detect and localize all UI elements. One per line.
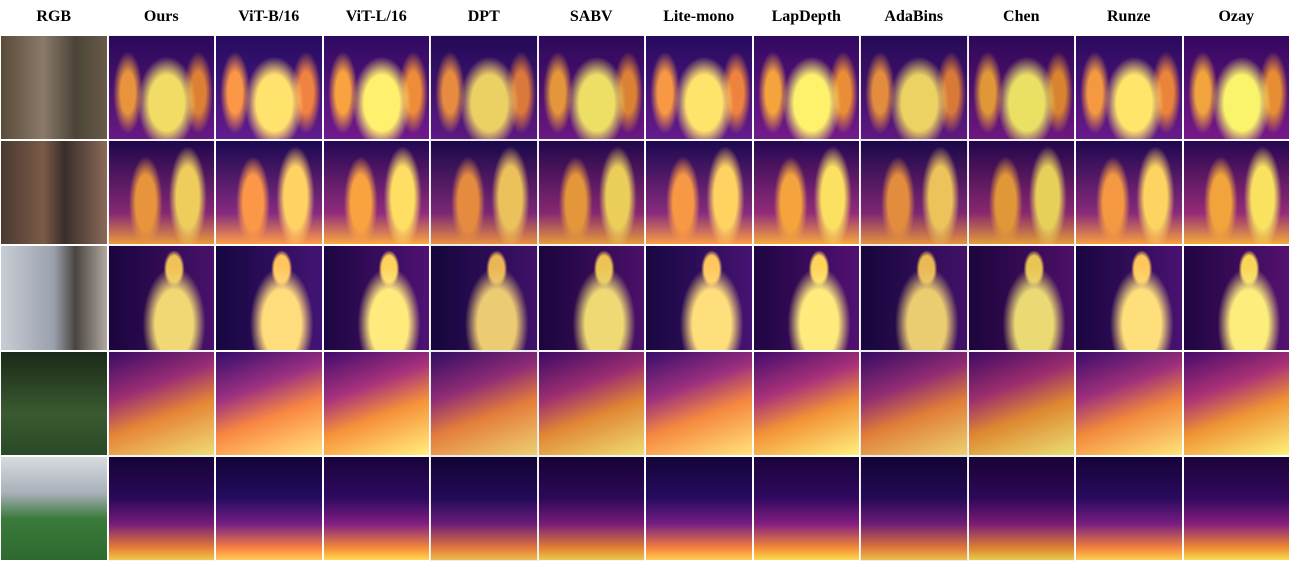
column-header: Ozay [1183,0,1290,34]
depth-map [1075,140,1183,245]
depth-map [323,456,431,561]
depth-map [968,140,1076,245]
depth-map [323,245,431,350]
column-header: LapDepth [753,0,861,34]
depth-map [108,245,216,350]
depth-map [1183,456,1290,561]
rgb-image [0,35,108,140]
column-header: SABV [538,0,646,34]
depth-map [1183,140,1290,245]
depth-map [215,140,323,245]
depth-map [538,456,646,561]
depth-map [538,35,646,140]
rgb-image [0,456,108,561]
depth-map [860,35,968,140]
depth-map [430,456,538,561]
rgb-image [0,245,108,350]
depth-map [753,245,861,350]
column-header: Lite-mono [645,0,753,34]
depth-map [538,140,646,245]
column-header: Chen [968,0,1076,34]
depth-map [538,351,646,456]
depth-map [108,140,216,245]
depth-map [1183,35,1290,140]
rgb-image [0,140,108,245]
figure: RGBOursViT-B/16ViT-L/16DPTSABVLite-monoL… [0,0,1290,561]
depth-map [538,245,646,350]
column-header: Ours [108,0,216,34]
depth-map [753,456,861,561]
depth-map [215,351,323,456]
depth-map [1075,245,1183,350]
depth-map [753,35,861,140]
depth-map [968,35,1076,140]
column-header: DPT [430,0,538,34]
depth-map [108,35,216,140]
depth-map [1075,35,1183,140]
depth-map [323,35,431,140]
column-header: ViT-L/16 [323,0,431,34]
depth-map [1183,351,1290,456]
depth-map [1075,351,1183,456]
depth-map [860,456,968,561]
column-header: Runze [1075,0,1183,34]
depth-map [645,140,753,245]
depth-map [1075,456,1183,561]
column-header: ViT-B/16 [215,0,323,34]
depth-map [323,351,431,456]
depth-map [753,351,861,456]
depth-map [968,456,1076,561]
depth-map [215,456,323,561]
depth-map [215,245,323,350]
depth-map [645,351,753,456]
depth-map [430,245,538,350]
depth-map [645,245,753,350]
depth-map [323,140,431,245]
depth-map [108,351,216,456]
depth-map [430,140,538,245]
depth-map [968,245,1076,350]
depth-map [430,351,538,456]
depth-map [430,35,538,140]
column-header: AdaBins [860,0,968,34]
depth-map [860,245,968,350]
depth-map [753,140,861,245]
depth-map [860,351,968,456]
depth-map [215,35,323,140]
depth-map [645,456,753,561]
depth-map [645,35,753,140]
depth-map [968,351,1076,456]
column-header: RGB [0,0,108,34]
depth-map [860,140,968,245]
depth-map [1183,245,1290,350]
depth-map [108,456,216,561]
rgb-image [0,351,108,456]
